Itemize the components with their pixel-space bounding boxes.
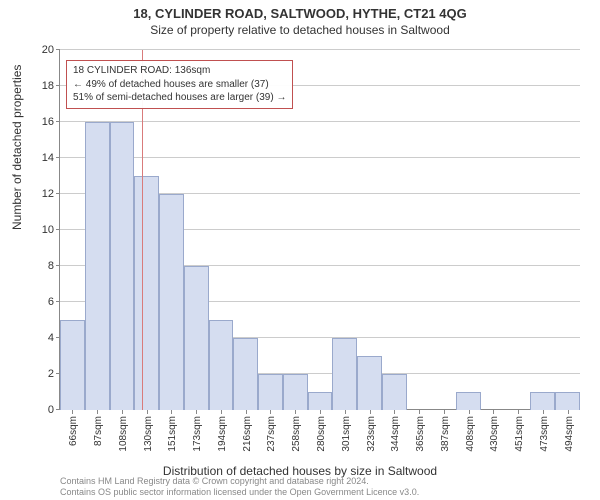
x-tick	[568, 410, 569, 414]
annotation-box: 18 CYLINDER ROAD: 136sqm← 49% of detache…	[66, 60, 293, 109]
x-tick	[221, 410, 222, 414]
y-tick-label: 20	[22, 44, 54, 56]
y-tick	[56, 265, 60, 266]
x-tick-label: 66sqm	[68, 416, 79, 446]
footer-line-1: Contains HM Land Registry data © Crown c…	[60, 476, 419, 487]
plot-area: 0246810121416182066sqm87sqm108sqm130sqm1…	[60, 50, 580, 410]
histogram-bar	[134, 176, 159, 410]
y-tick-label: 2	[22, 368, 54, 380]
x-tick-label: 494sqm	[564, 416, 575, 452]
x-tick	[72, 410, 73, 414]
y-tick	[56, 301, 60, 302]
histogram-bar	[283, 374, 308, 410]
x-tick	[122, 410, 123, 414]
y-tick	[56, 85, 60, 86]
x-tick	[246, 410, 247, 414]
y-tick-label: 4	[22, 332, 54, 344]
histogram-bar	[159, 194, 184, 410]
y-tick	[56, 193, 60, 194]
x-tick-label: 258sqm	[291, 416, 302, 452]
histogram-bar	[555, 392, 580, 410]
y-tick-label: 6	[22, 296, 54, 308]
x-tick	[469, 410, 470, 414]
footer-attribution: Contains HM Land Registry data © Crown c…	[60, 476, 419, 498]
x-tick	[345, 410, 346, 414]
histogram-bar	[357, 356, 382, 410]
histogram-bar	[382, 374, 407, 410]
x-tick-label: 387sqm	[440, 416, 451, 452]
histogram-bar	[209, 320, 234, 410]
y-tick	[56, 157, 60, 158]
y-tick-label: 18	[22, 80, 54, 92]
x-tick-label: 451sqm	[514, 416, 525, 452]
histogram-bar	[258, 374, 283, 410]
histogram-bar	[233, 338, 258, 410]
x-tick-label: 194sqm	[217, 416, 228, 452]
histogram-bar	[530, 392, 555, 410]
x-tick-label: 301sqm	[341, 416, 352, 452]
x-tick-label: 365sqm	[415, 416, 426, 452]
y-tick	[56, 229, 60, 230]
x-tick-label: 87sqm	[93, 416, 104, 446]
x-tick	[419, 410, 420, 414]
x-tick-label: 151sqm	[167, 416, 178, 452]
x-tick-label: 216sqm	[242, 416, 253, 452]
histogram-bar	[60, 320, 85, 410]
x-tick-label: 280sqm	[316, 416, 327, 452]
x-tick	[370, 410, 371, 414]
chart-title: 18, CYLINDER ROAD, SALTWOOD, HYTHE, CT21…	[0, 0, 600, 21]
x-tick-label: 430sqm	[489, 416, 500, 452]
histogram-bar	[456, 392, 481, 410]
y-tick	[56, 121, 60, 122]
x-tick-label: 130sqm	[143, 416, 154, 452]
x-tick	[543, 410, 544, 414]
x-tick	[171, 410, 172, 414]
x-tick-label: 344sqm	[390, 416, 401, 452]
histogram-bar	[110, 122, 135, 410]
histogram-bar	[184, 266, 209, 410]
y-tick-label: 10	[22, 224, 54, 236]
x-tick	[493, 410, 494, 414]
y-tick-label: 8	[22, 260, 54, 272]
gridline	[60, 121, 580, 122]
x-tick	[196, 410, 197, 414]
x-tick-label: 173sqm	[192, 416, 203, 452]
annotation-line: ← 49% of detached houses are smaller (37…	[73, 78, 286, 92]
x-tick	[97, 410, 98, 414]
chart-subtitle: Size of property relative to detached ho…	[0, 21, 600, 37]
annotation-line: 51% of semi-detached houses are larger (…	[73, 91, 286, 105]
annotation-line: 18 CYLINDER ROAD: 136sqm	[73, 64, 286, 78]
histogram-bar	[85, 122, 110, 410]
gridline	[60, 49, 580, 50]
x-tick	[394, 410, 395, 414]
x-tick	[295, 410, 296, 414]
x-tick	[518, 410, 519, 414]
x-tick-label: 237sqm	[266, 416, 277, 452]
x-tick-label: 323sqm	[366, 416, 377, 452]
x-tick-label: 408sqm	[465, 416, 476, 452]
y-tick-label: 16	[22, 116, 54, 128]
x-tick	[270, 410, 271, 414]
x-tick-label: 108sqm	[118, 416, 129, 452]
histogram-bar	[308, 392, 333, 410]
chart-container: 18, CYLINDER ROAD, SALTWOOD, HYTHE, CT21…	[0, 0, 600, 500]
x-tick	[444, 410, 445, 414]
y-tick-label: 0	[22, 404, 54, 416]
y-tick	[56, 49, 60, 50]
gridline	[60, 157, 580, 158]
x-tick	[320, 410, 321, 414]
x-tick-label: 473sqm	[539, 416, 550, 452]
histogram-bar	[332, 338, 357, 410]
y-tick-label: 12	[22, 188, 54, 200]
footer-line-2: Contains OS public sector information li…	[60, 487, 419, 498]
y-tick-label: 14	[22, 152, 54, 164]
x-tick	[147, 410, 148, 414]
